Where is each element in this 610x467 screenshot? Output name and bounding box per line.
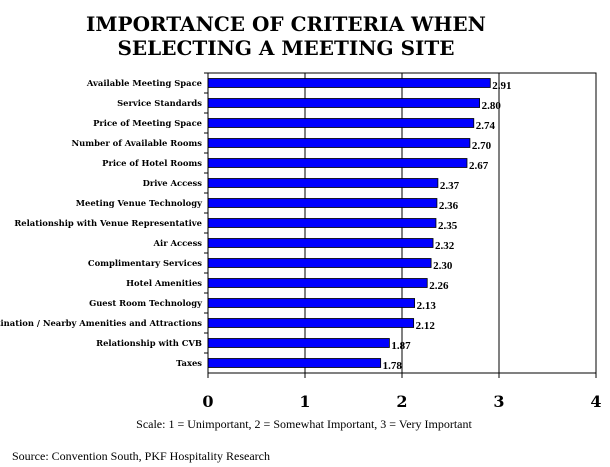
- chart-title-line-2: SELECTING A MEETING SITE: [117, 36, 454, 60]
- category-label: Taxes: [176, 358, 202, 368]
- value-label: 2.13: [417, 300, 437, 312]
- category-label: Destination / Nearby Amenities and Attra…: [0, 318, 202, 328]
- x-tick-label: 4: [590, 392, 601, 411]
- category-label: Air Access: [153, 238, 203, 248]
- labels: 0 1 2 3 4 Available Meeting Space 2.91 Service …: [0, 78, 602, 411]
- value-label: 2.32: [435, 240, 455, 252]
- category-label: Price of Hotel Rooms: [102, 158, 202, 168]
- category-label: Guest Room Technology: [89, 298, 203, 308]
- value-label: 1.87: [391, 340, 411, 352]
- bar: [207, 118, 475, 128]
- plot-frame: [207, 72, 597, 374]
- category-label: Hotel Amenities: [126, 278, 202, 288]
- bar: [207, 238, 434, 248]
- bar: [207, 98, 481, 108]
- value-label: 2.80: [482, 100, 502, 112]
- value-label: 2.30: [433, 260, 453, 272]
- category-label: Meeting Venue Technology: [76, 198, 203, 208]
- bar: [207, 318, 415, 328]
- value-label: 2.26: [429, 280, 449, 292]
- category-label: Number of Available Rooms: [72, 138, 203, 148]
- bar: [207, 218, 437, 228]
- bar: [207, 138, 471, 148]
- bar: [207, 358, 382, 368]
- value-label: 2.35: [438, 220, 458, 232]
- x-tick-label: 2: [396, 392, 407, 411]
- bar: [207, 278, 428, 288]
- bar: [207, 78, 491, 88]
- source-note: Source: Convention South, PKF Hospitalit…: [12, 449, 270, 463]
- axes: [204, 72, 597, 378]
- value-label: 2.36: [439, 200, 459, 212]
- category-label: Price of Meeting Space: [93, 118, 202, 128]
- chart-title-line-1: IMPORTANCE OF CRITERIA WHEN: [86, 12, 486, 36]
- bar: [207, 338, 390, 348]
- bar: [207, 198, 438, 208]
- x-tick-label: 0: [202, 392, 213, 411]
- category-label: Complimentary Services: [88, 258, 202, 268]
- value-label: 2.37: [440, 180, 460, 192]
- value-label: 2.12: [416, 320, 436, 332]
- value-label: 2.74: [476, 120, 496, 132]
- category-label: Service Standards: [117, 98, 202, 108]
- value-label: 2.67: [469, 160, 489, 172]
- category-label: Drive Access: [143, 178, 203, 188]
- value-label: 1.78: [383, 360, 403, 372]
- value-label: 2.70: [472, 140, 492, 152]
- category-label: Relationship with Venue Representative: [14, 218, 202, 228]
- bar: [207, 178, 439, 188]
- x-tick-label: 3: [493, 392, 504, 411]
- category-label: Available Meeting Space: [86, 78, 202, 88]
- x-tick-label: 1: [299, 392, 310, 411]
- scale-note: Scale: 1 = Unimportant, 2 = Somewhat Imp…: [136, 417, 472, 431]
- bar: [207, 258, 432, 268]
- value-label: 2.91: [492, 80, 511, 92]
- category-label: Relationship with CVB: [96, 338, 202, 348]
- bar: [207, 158, 468, 168]
- bar: [207, 298, 416, 308]
